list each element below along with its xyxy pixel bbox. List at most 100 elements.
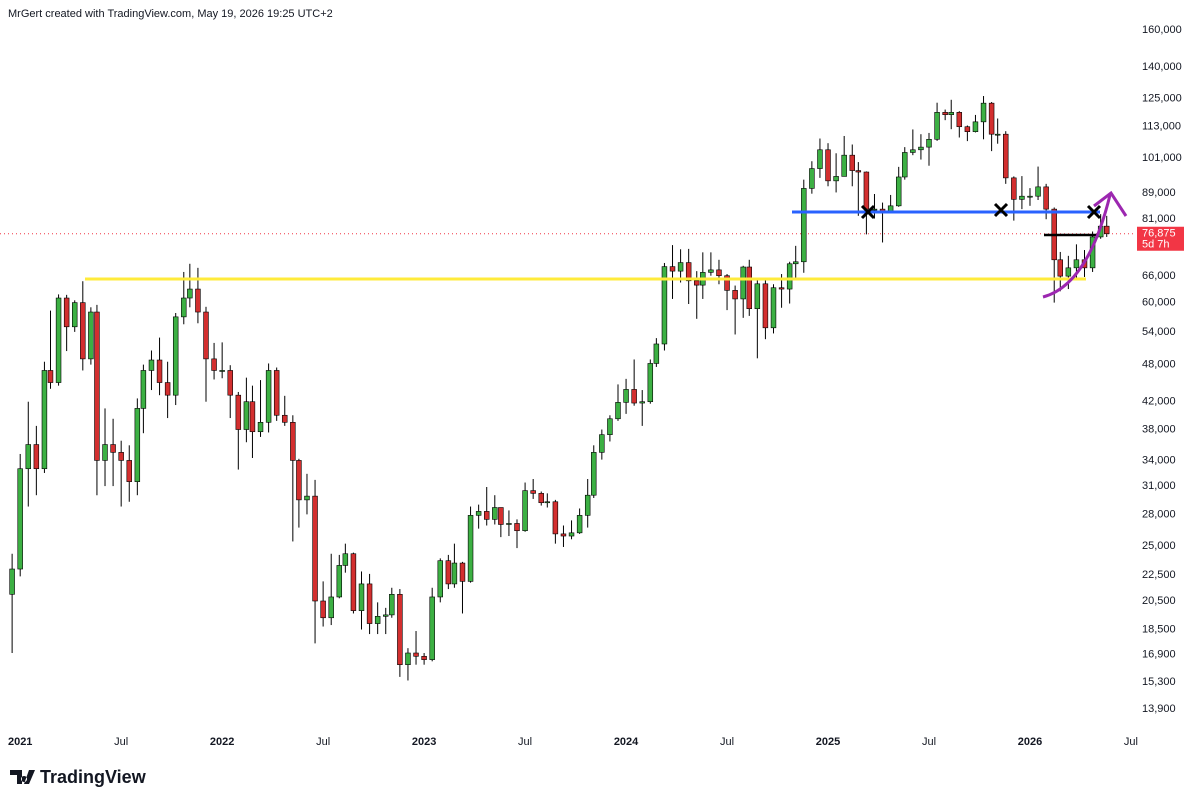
candle-body	[926, 138, 932, 148]
candle-body	[33, 444, 40, 470]
candle-body	[257, 422, 264, 433]
candle-body	[273, 370, 280, 416]
candle-body	[219, 370, 225, 372]
y-tick-label: 125,000	[1142, 93, 1182, 105]
candles	[0, 96, 1135, 681]
candle-body	[607, 418, 613, 435]
x-tick-label: 2026	[1018, 736, 1042, 748]
candle-body	[17, 468, 23, 570]
candle-body	[25, 444, 31, 470]
candle-body	[809, 168, 815, 189]
x-tick-label: 2021	[8, 736, 32, 748]
candle-body	[639, 401, 645, 404]
candle-body	[948, 112, 954, 115]
candle-body	[786, 263, 793, 290]
candle-body	[94, 311, 100, 461]
candle-body	[312, 495, 318, 602]
logo-text: TradingView	[40, 767, 147, 787]
candle-body	[358, 583, 365, 611]
arrow-head	[1093, 190, 1128, 217]
y-tick-label: 20,500	[1142, 595, 1176, 607]
countdown: 5d 7h	[1142, 239, 1170, 251]
x-tick-label: 2024	[614, 736, 639, 748]
candle-body	[172, 316, 179, 396]
candle-body	[134, 408, 141, 482]
candle-body	[568, 532, 575, 537]
candle-body	[290, 422, 296, 461]
candle-body	[591, 452, 597, 496]
y-tick-label: 160,000	[1142, 24, 1182, 36]
candle-body	[576, 515, 583, 534]
candle-body	[661, 266, 668, 345]
y-tick-label: 15,300	[1142, 676, 1176, 688]
candle-body	[833, 176, 839, 182]
candle-body	[459, 562, 466, 582]
candle-body	[746, 266, 752, 309]
candle-body	[483, 511, 490, 520]
y-tick-label: 60,000	[1142, 297, 1176, 309]
candle-body	[895, 176, 902, 207]
candle-body	[102, 444, 108, 461]
candle-body	[1019, 195, 1025, 200]
candle-body	[126, 460, 132, 482]
x-mark	[1086, 204, 1102, 220]
candle-body	[203, 311, 209, 360]
candle-body	[467, 515, 474, 582]
x-mark	[860, 204, 876, 220]
candle-body	[544, 501, 551, 504]
candle-body	[366, 583, 373, 624]
y-tick-label: 34,000	[1142, 454, 1176, 466]
drawings	[85, 190, 1128, 299]
candle-body	[724, 275, 730, 291]
candle-body	[902, 152, 908, 178]
candle-body	[669, 266, 676, 272]
y-tick-label: 89,000	[1142, 187, 1176, 199]
candle-body	[615, 402, 621, 420]
candle-body	[437, 560, 443, 598]
candle-body	[235, 394, 242, 430]
candle-body	[677, 262, 684, 272]
y-tick-label: 22,500	[1142, 569, 1176, 581]
candle-body	[964, 126, 971, 132]
header: MrGert created with TradingView.com, May…	[8, 8, 333, 20]
candle-body	[792, 261, 799, 265]
candle-body	[47, 370, 54, 383]
candle-body	[164, 382, 171, 396]
logo-mark	[10, 770, 35, 784]
x-tick-label: 2025	[816, 736, 840, 748]
x-tick-label: Jul	[1124, 736, 1138, 748]
candle-body	[148, 359, 155, 371]
candle-body	[801, 188, 807, 263]
last-price-box	[1137, 226, 1184, 251]
candle-body	[249, 401, 256, 433]
x-tick-label: 2023	[412, 736, 436, 748]
candle-body	[506, 523, 512, 525]
candle-body	[599, 434, 605, 453]
x-mark	[993, 202, 1009, 218]
candle-body	[1043, 186, 1049, 210]
candle-body	[342, 553, 349, 566]
candle-body	[195, 288, 201, 313]
candle-body	[383, 614, 389, 617]
candle-body	[708, 269, 714, 273]
candle-body	[770, 287, 777, 329]
candle-body	[451, 562, 458, 585]
y-tick-label: 31,000	[1142, 480, 1176, 492]
candle-body	[584, 494, 591, 516]
candle-body	[55, 297, 62, 383]
candle-body	[413, 652, 419, 657]
candle-body	[653, 343, 660, 364]
candle-body	[492, 507, 498, 520]
candle-body	[1073, 259, 1080, 269]
y-tick-label: 38,000	[1142, 423, 1176, 435]
candle-body	[560, 533, 567, 537]
y-tick-label: 66,000	[1142, 270, 1176, 282]
candle-body	[445, 560, 452, 585]
candle-body	[243, 401, 250, 430]
candle-body	[296, 460, 302, 501]
x-tick-label: Jul	[518, 736, 532, 748]
candle-body	[1035, 186, 1041, 197]
